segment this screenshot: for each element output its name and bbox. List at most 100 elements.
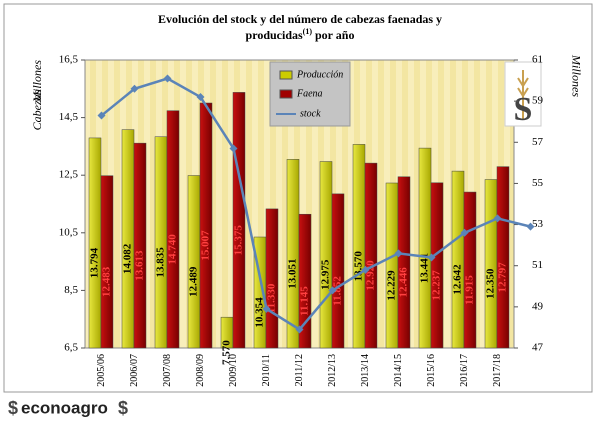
x-tick-label: 2014/15 xyxy=(393,354,404,387)
x-tick-label: 2016/17 xyxy=(459,354,470,387)
marker xyxy=(493,214,502,223)
bar xyxy=(232,92,246,349)
bar xyxy=(418,147,432,349)
value-label: 12.446 xyxy=(398,267,410,298)
y-tick-label: 14,5 xyxy=(59,111,79,123)
y-tick-label: 12,5 xyxy=(59,169,79,181)
marker xyxy=(163,74,172,83)
bar xyxy=(187,175,201,349)
bar xyxy=(484,179,498,349)
value-label: 15.007 xyxy=(200,230,212,261)
y2-tick-label: 57 xyxy=(532,136,544,148)
bar xyxy=(463,191,477,349)
bar xyxy=(154,136,168,349)
y2-tick-label: 59 xyxy=(532,95,544,107)
x-tick-label: 2011/12 xyxy=(294,354,305,386)
legend-label: Producción xyxy=(296,69,343,80)
legend: Producción Faena stock xyxy=(269,61,351,127)
value-label: 12.642 xyxy=(452,264,464,295)
y-tick-label: 6,5 xyxy=(64,342,78,354)
bar xyxy=(451,170,465,349)
value-label: 11.852 xyxy=(332,276,344,306)
marker xyxy=(295,325,304,334)
marker xyxy=(97,111,106,120)
y2-tick-label: 51 xyxy=(532,259,543,271)
value-label: 13.051 xyxy=(287,259,299,289)
bar xyxy=(352,144,366,349)
x-tick-label: 2008/09 xyxy=(195,354,206,387)
value-label: 13.441 xyxy=(419,253,431,283)
value-label: 13.835 xyxy=(155,247,167,278)
marker xyxy=(526,222,535,231)
chart-title: producidas(1) por año xyxy=(246,27,355,42)
bar xyxy=(166,110,180,349)
y2-tick-label: 61 xyxy=(532,54,543,66)
x-tick-label: 2009/10 xyxy=(228,354,239,387)
svg-text:S: S xyxy=(514,91,533,128)
x-tick-label: 2015/16 xyxy=(426,354,437,387)
legend-label: Faena xyxy=(296,88,323,99)
value-label: 13.613 xyxy=(134,250,146,281)
marker xyxy=(361,265,370,274)
x-tick-label: 2010/11 xyxy=(261,354,272,386)
x-tick-label: 2017/18 xyxy=(492,354,503,387)
x-tick-label: 2006/07 xyxy=(129,354,140,387)
value-label: 12.350 xyxy=(485,268,497,299)
y2-tick-label: 55 xyxy=(532,177,544,189)
bar xyxy=(88,137,102,349)
value-label: 14.740 xyxy=(167,234,179,265)
y-axis-unit: Millones xyxy=(30,60,44,103)
x-tick-label: 2012/13 xyxy=(327,354,338,387)
y-tick-label: 10,5 xyxy=(59,226,79,238)
logo: S xyxy=(504,61,542,128)
brand: $ econoagro $ xyxy=(8,398,128,418)
value-label: 12.797 xyxy=(497,262,509,293)
bar xyxy=(430,182,444,349)
bar xyxy=(385,182,399,349)
y2-tick-label: 49 xyxy=(532,300,544,312)
y-axis-label: Cabezas xyxy=(30,89,44,130)
marker xyxy=(196,93,205,102)
value-label: 12.975 xyxy=(320,259,332,290)
legend-swatch xyxy=(279,89,293,99)
marker xyxy=(229,144,238,153)
y2-tick-label: 47 xyxy=(532,342,544,354)
marker xyxy=(130,84,139,93)
bar xyxy=(100,175,114,349)
brand-name: econoagro xyxy=(21,398,108,417)
x-tick-label: 2013/14 xyxy=(360,354,371,387)
bar xyxy=(298,213,312,349)
brand-symbol: $ xyxy=(8,398,18,418)
y-tick-label: 16,5 xyxy=(59,54,79,66)
bar xyxy=(331,193,345,349)
value-label: 14.082 xyxy=(122,243,134,274)
value-label: 11.330 xyxy=(266,283,278,313)
bar xyxy=(121,129,135,349)
value-label: 12.489 xyxy=(188,266,200,297)
value-label: 13.794 xyxy=(89,247,101,278)
bar xyxy=(319,161,333,349)
y2-axis-unit: Millones xyxy=(569,54,583,97)
bar xyxy=(133,142,147,349)
marker xyxy=(460,228,469,237)
x-tick-label: 2007/08 xyxy=(162,354,173,387)
marker xyxy=(427,253,436,262)
chart-title: Evolución del stock y del número de cabe… xyxy=(158,12,442,26)
bar xyxy=(496,166,510,349)
value-label: 10.354 xyxy=(254,297,266,328)
line xyxy=(100,77,531,332)
value-label: 12.483 xyxy=(101,266,113,297)
marker xyxy=(394,249,403,258)
bar xyxy=(286,159,300,349)
value-label: 15.375 xyxy=(233,225,245,256)
legend-label: stock xyxy=(300,108,321,119)
legend-swatch xyxy=(279,70,293,80)
value-label: 11.915 xyxy=(464,275,476,305)
bar xyxy=(265,208,279,349)
y-tick-label: 8,5 xyxy=(64,284,78,296)
brand-symbol: $ xyxy=(118,398,128,418)
bar xyxy=(364,162,378,349)
bar xyxy=(397,176,411,349)
value-label: 7.570 xyxy=(221,340,233,365)
